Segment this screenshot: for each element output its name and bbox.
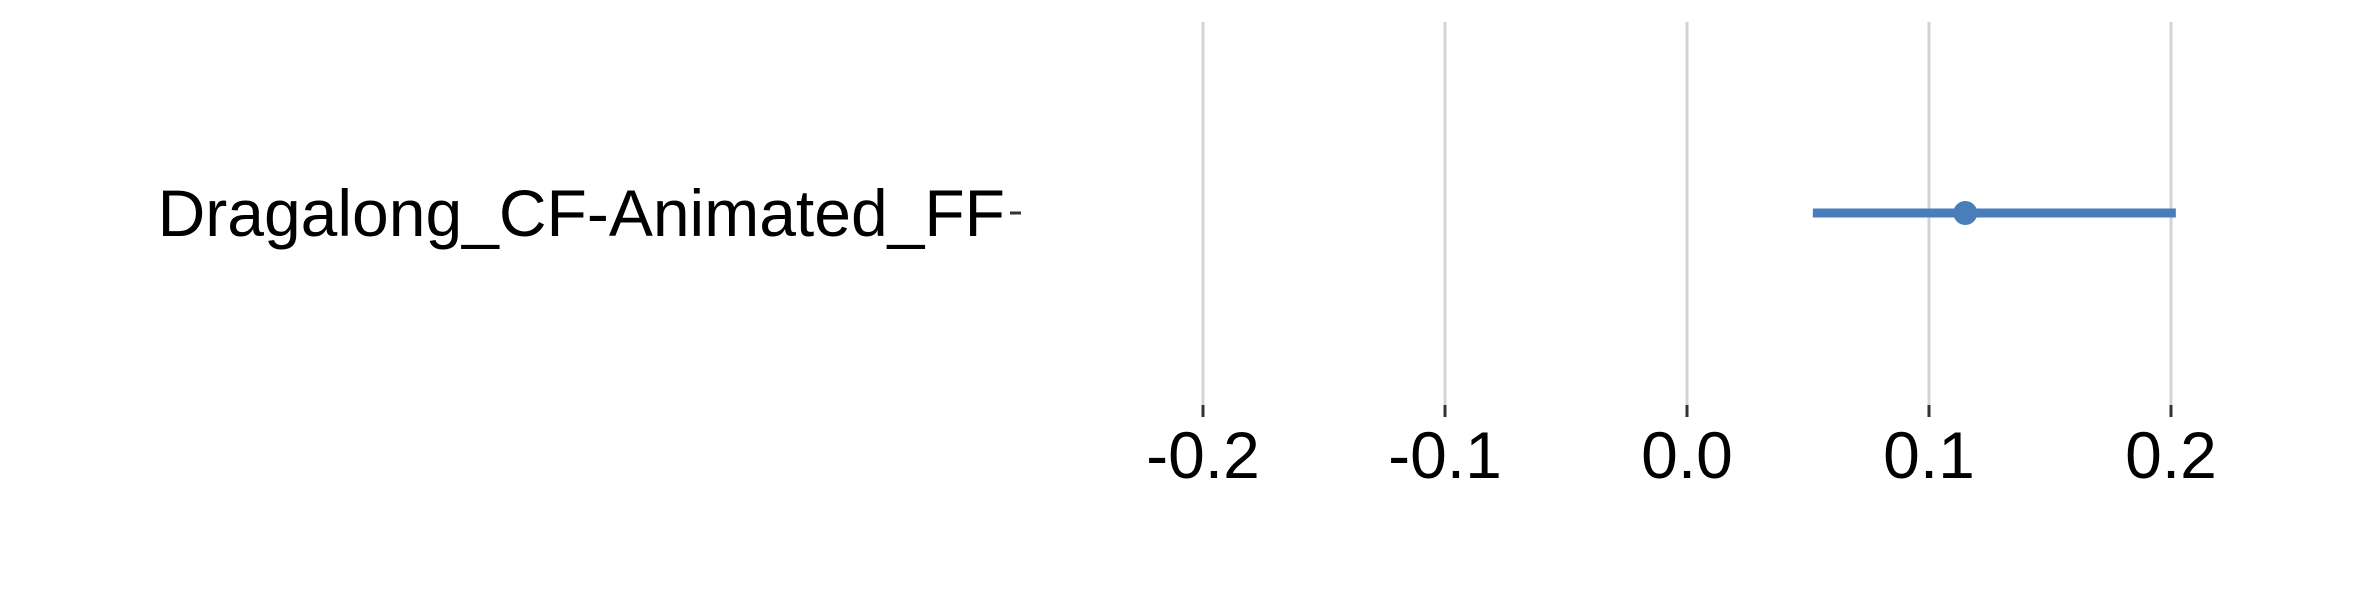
x-tick-label: 0.2 (2125, 418, 2217, 492)
data-marks (1812, 201, 2176, 225)
y-axis: Dragalong_CF-Animated_FF (158, 176, 1021, 250)
y-tick-label: Dragalong_CF-Animated_FF (158, 176, 1005, 250)
point-estimate (1953, 201, 1978, 225)
x-axis: -0.2 -0.1 0.0 0.1 0.2 (1146, 405, 2217, 492)
x-tick-label: 0.1 (1883, 418, 1975, 492)
x-tick-label: -0.2 (1146, 418, 1260, 492)
x-tick-label: -0.1 (1388, 418, 1502, 492)
x-tick-label: 0.0 (1641, 418, 1733, 492)
